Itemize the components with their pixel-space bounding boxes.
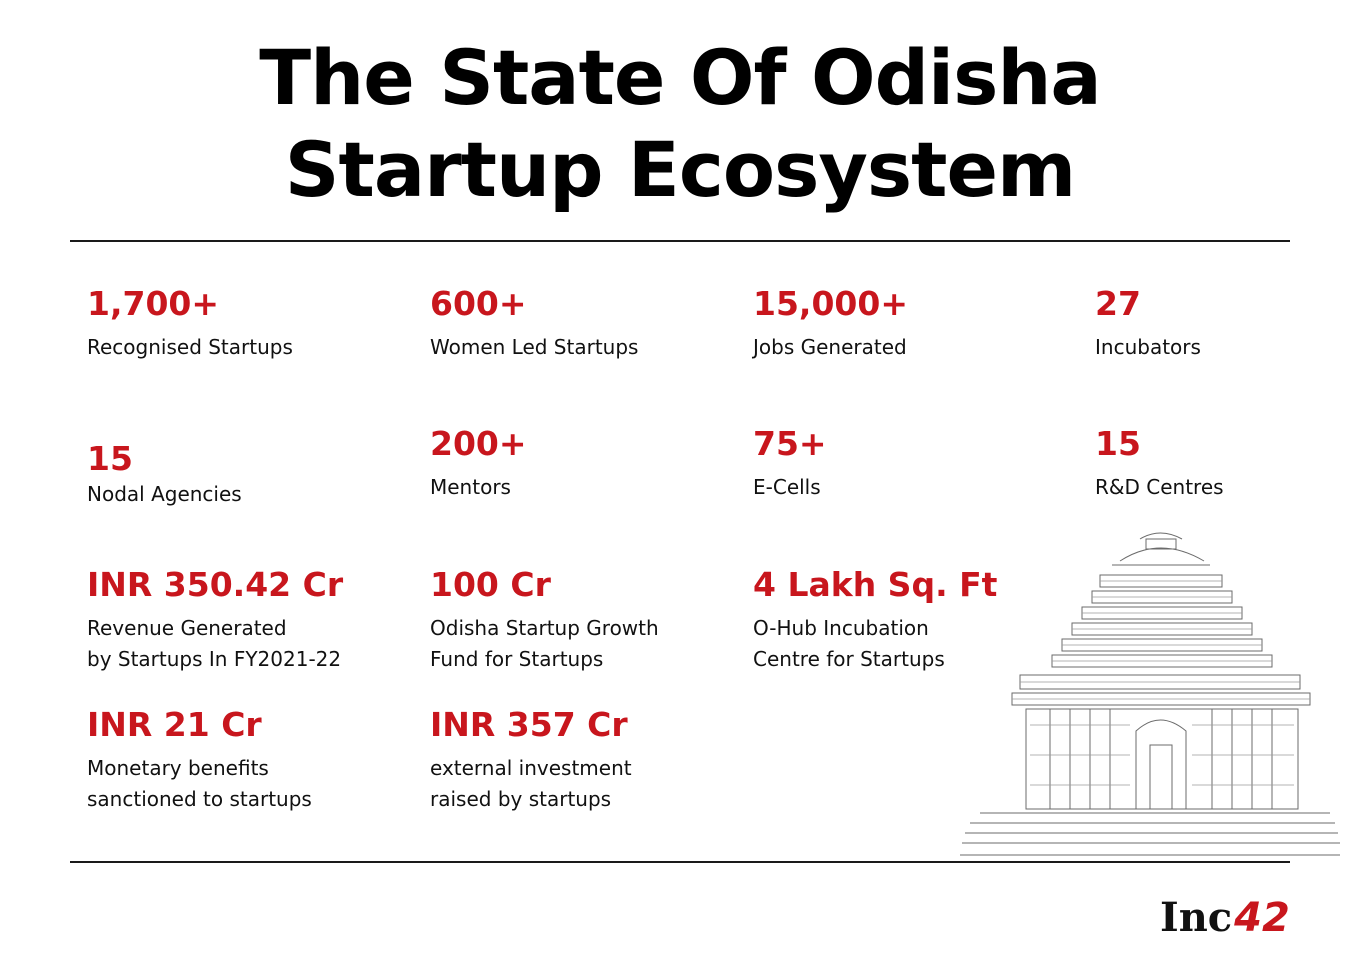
stat-value: INR 21 Cr — [87, 705, 262, 744]
stat-label: Odisha Startup Growth Fund for Startups — [430, 613, 659, 675]
stat-value: 1,700+ — [87, 284, 220, 323]
title-line-1: The State Of Odisha — [259, 33, 1101, 122]
stat-label: Nodal Agencies — [87, 482, 242, 506]
stat-label: Women Led Startups — [430, 335, 639, 359]
stat-label: Recognised Startups — [87, 335, 293, 359]
stat-label: R&D Centres — [1095, 475, 1224, 499]
stat-label-line: Centre for Startups — [753, 647, 945, 671]
stat-value: 100 Cr — [430, 565, 551, 604]
stat-label-line: O-Hub Incubation — [753, 616, 929, 640]
stat-mentors: 200+ Mentors — [430, 424, 527, 503]
stat-value: 200+ — [430, 424, 527, 463]
stat-label-line: Revenue Generated — [87, 616, 287, 640]
stat-revenue-generated: INR 350.42 Cr Revenue Generated by Start… — [87, 565, 343, 675]
stat-label-line: Odisha Startup Growth — [430, 616, 659, 640]
stat-value: INR 350.42 Cr — [87, 565, 344, 604]
stat-value: 75+ — [753, 424, 827, 463]
inc42-logo: Inc42 — [1160, 893, 1290, 943]
stat-label: external investment raised by startups — [430, 753, 632, 815]
logo-number: 42 — [1234, 895, 1290, 941]
title-line-2: Startup Ecosystem — [284, 125, 1076, 214]
bottom-divider — [70, 861, 1290, 863]
stat-monetary-benefits: INR 21 Cr Monetary benefits sanctioned t… — [87, 705, 312, 815]
logo-text: Inc — [1160, 894, 1233, 941]
stat-value: 15,000+ — [753, 284, 908, 323]
stat-label-line: by Startups In FY2021-22 — [87, 647, 342, 671]
stat-value: INR 357 Cr — [430, 705, 628, 744]
stat-label: Incubators — [1095, 335, 1201, 359]
stat-label: E-Cells — [753, 475, 821, 499]
stat-label-line: external investment — [430, 756, 632, 780]
stat-incubators: 27 Incubators — [1095, 284, 1201, 363]
page-title: The State Of Odisha Startup Ecosystem — [0, 32, 1360, 216]
stat-external-investment: INR 357 Cr external investment raised by… — [430, 705, 632, 815]
stat-e-cells: 75+ E-Cells — [753, 424, 827, 503]
stat-value: 27 — [1095, 284, 1141, 323]
stat-value: 15 — [1095, 424, 1141, 463]
stat-label-line: raised by startups — [430, 787, 612, 811]
stat-value: 600+ — [430, 284, 527, 323]
top-divider — [70, 240, 1290, 242]
stat-value: 15 — [87, 439, 133, 478]
stat-label-line: Monetary benefits — [87, 756, 269, 780]
stat-growth-fund: 100 Cr Odisha Startup Growth Fund for St… — [430, 565, 659, 675]
stat-nodal-agencies: 15 Nodal Agencies — [87, 439, 242, 510]
stat-label: Revenue Generated by Startups In FY2021-… — [87, 613, 343, 675]
temple-illustration — [960, 532, 1340, 856]
stat-women-led-startups: 600+ Women Led Startups — [430, 284, 638, 363]
stat-label: Jobs Generated — [753, 335, 907, 359]
stat-label: Mentors — [430, 475, 511, 499]
stat-label-line: sanctioned to startups — [87, 787, 312, 811]
stat-jobs-generated: 15,000+ Jobs Generated — [753, 284, 908, 363]
stat-ohub-incubation: 4 Lakh Sq. Ft O-Hub Incubation Centre fo… — [753, 565, 997, 675]
stat-value: 4 Lakh Sq. Ft — [753, 565, 998, 604]
stat-label: O-Hub Incubation Centre for Startups — [753, 613, 997, 675]
stat-label-line: Fund for Startups — [430, 647, 604, 671]
stat-label: Monetary benefits sanctioned to startups — [87, 753, 312, 815]
stat-rd-centres: 15 R&D Centres — [1095, 424, 1224, 503]
stat-recognised-startups: 1,700+ Recognised Startups — [87, 284, 293, 363]
